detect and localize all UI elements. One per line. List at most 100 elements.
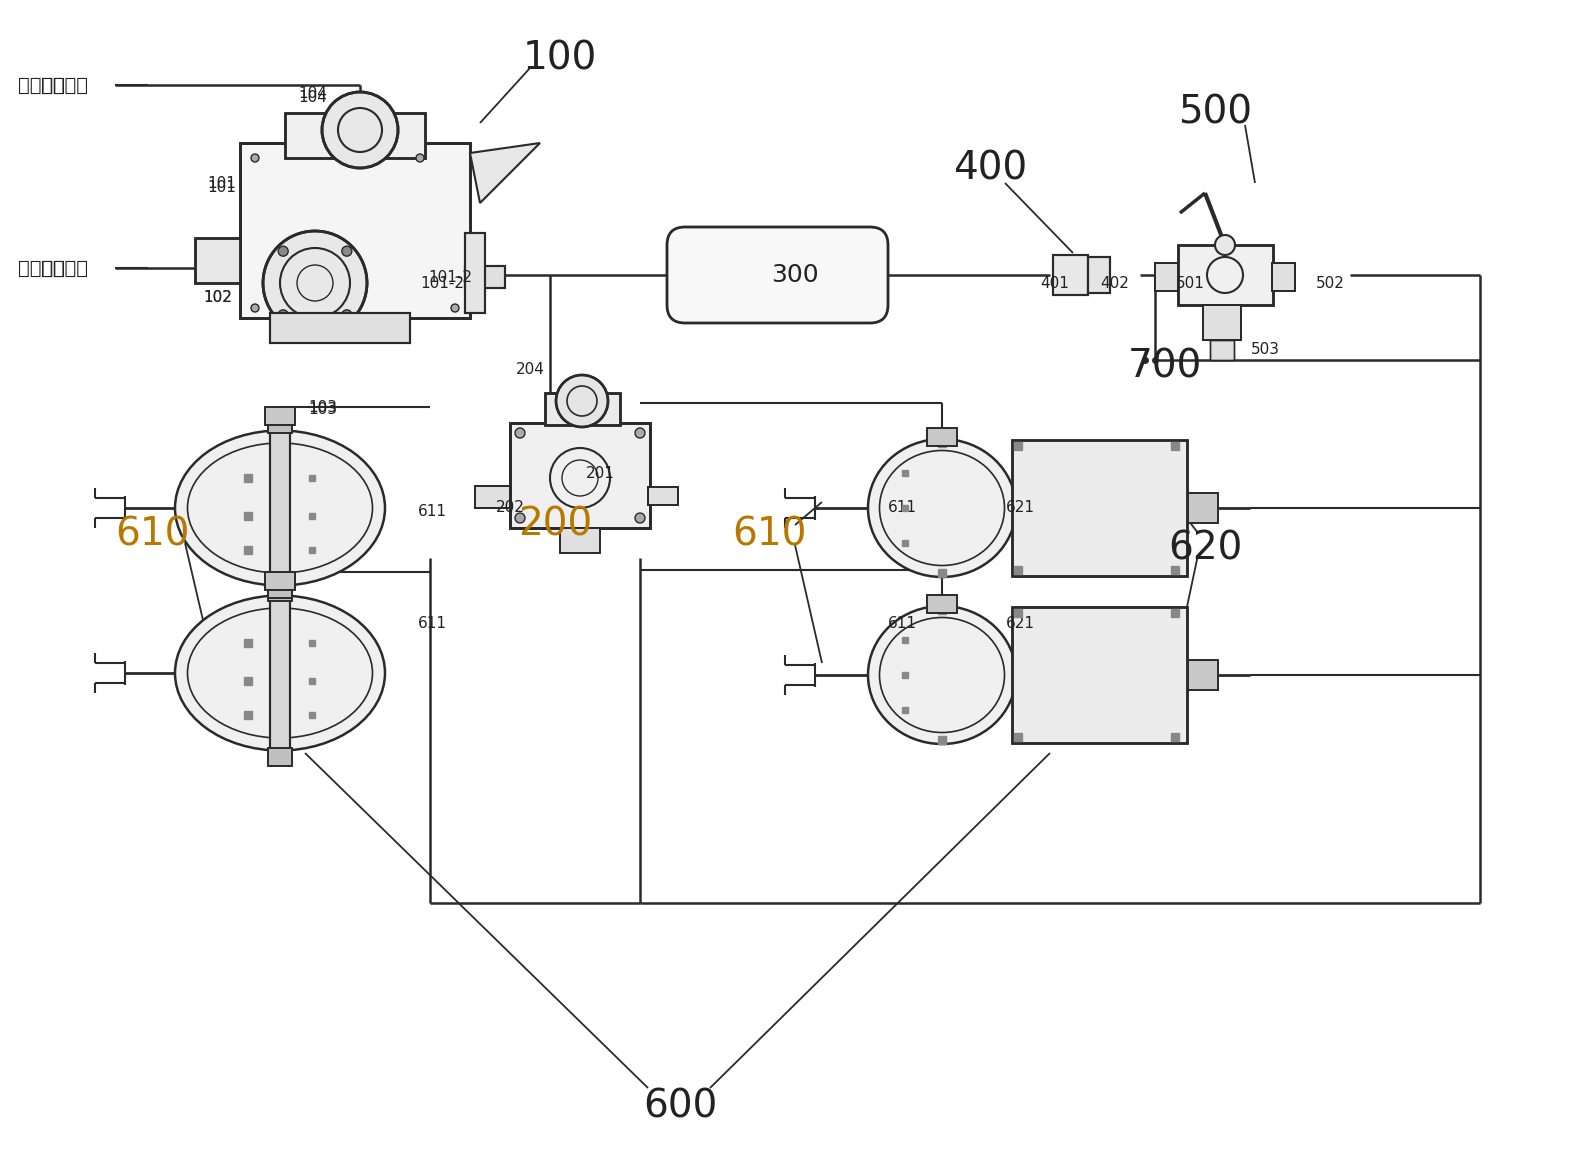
- Bar: [927, 595, 957, 613]
- Text: 104: 104: [298, 90, 328, 106]
- Text: 700: 700: [1128, 348, 1203, 386]
- Bar: [241, 143, 470, 318]
- Bar: [475, 487, 510, 508]
- Bar: [268, 580, 292, 598]
- Bar: [269, 423, 290, 593]
- Bar: [268, 580, 292, 598]
- Bar: [1177, 244, 1273, 306]
- Bar: [1211, 340, 1235, 360]
- Text: 101-2: 101-2: [429, 270, 472, 285]
- Text: 300: 300: [771, 263, 819, 287]
- Text: 103: 103: [309, 400, 338, 415]
- Text: 611: 611: [417, 505, 446, 520]
- Circle shape: [342, 310, 352, 319]
- Text: 620: 620: [1168, 529, 1243, 567]
- Circle shape: [263, 231, 366, 336]
- Bar: [1188, 660, 1219, 689]
- Bar: [1088, 257, 1110, 293]
- Bar: [465, 266, 505, 288]
- Circle shape: [252, 155, 260, 163]
- Ellipse shape: [868, 606, 1016, 744]
- Text: 401: 401: [1040, 276, 1069, 291]
- Ellipse shape: [175, 430, 386, 586]
- Text: 100: 100: [523, 39, 597, 77]
- Text: 供气管路: 供气管路: [18, 258, 65, 278]
- FancyBboxPatch shape: [667, 227, 887, 323]
- Text: 400: 400: [953, 149, 1027, 187]
- Text: 102: 102: [204, 291, 233, 306]
- Text: 102: 102: [204, 291, 233, 306]
- Text: 103: 103: [309, 402, 338, 417]
- Bar: [269, 423, 290, 593]
- Bar: [1271, 263, 1295, 291]
- Bar: [269, 312, 409, 342]
- Bar: [545, 393, 620, 425]
- Circle shape: [416, 155, 424, 163]
- Text: 611: 611: [887, 500, 916, 515]
- Bar: [1203, 306, 1241, 340]
- Bar: [561, 528, 601, 553]
- Circle shape: [451, 304, 459, 312]
- Bar: [561, 528, 601, 553]
- Text: 500: 500: [1177, 95, 1252, 131]
- Bar: [1155, 263, 1177, 291]
- Text: 610: 610: [733, 517, 808, 553]
- Text: 控制管路: 控制管路: [41, 75, 89, 95]
- Bar: [285, 113, 425, 158]
- Text: 204: 204: [516, 362, 545, 377]
- Bar: [268, 415, 292, 434]
- Bar: [1271, 263, 1295, 291]
- Bar: [1012, 440, 1187, 576]
- Text: 202: 202: [495, 500, 524, 515]
- Bar: [1012, 606, 1187, 743]
- Text: 600: 600: [644, 1088, 717, 1126]
- Ellipse shape: [868, 439, 1016, 576]
- Bar: [545, 393, 620, 425]
- Bar: [927, 595, 957, 613]
- Text: 611: 611: [887, 616, 916, 631]
- Text: 502: 502: [1316, 276, 1344, 291]
- Bar: [1188, 660, 1219, 689]
- Circle shape: [556, 375, 609, 427]
- Text: 101: 101: [207, 181, 236, 196]
- Bar: [269, 588, 290, 758]
- Bar: [927, 428, 957, 446]
- Bar: [1012, 440, 1187, 576]
- Bar: [1188, 493, 1219, 523]
- Bar: [264, 407, 295, 425]
- Bar: [269, 588, 290, 758]
- Bar: [264, 572, 295, 590]
- Bar: [268, 415, 292, 434]
- Bar: [268, 583, 292, 601]
- Polygon shape: [470, 143, 540, 203]
- Bar: [1211, 340, 1235, 360]
- Bar: [1012, 606, 1187, 743]
- Text: 503: 503: [1251, 342, 1279, 357]
- Bar: [465, 233, 484, 312]
- Text: 104: 104: [298, 85, 328, 100]
- Bar: [475, 487, 510, 508]
- Text: 供气管路: 供气管路: [41, 258, 89, 278]
- Circle shape: [1215, 235, 1235, 255]
- Bar: [1053, 255, 1088, 295]
- Circle shape: [636, 513, 645, 523]
- Bar: [194, 238, 241, 282]
- Bar: [269, 312, 409, 342]
- Bar: [241, 143, 470, 318]
- Bar: [1053, 255, 1088, 295]
- Text: 402: 402: [1101, 276, 1129, 291]
- Bar: [648, 487, 679, 505]
- Bar: [264, 572, 295, 590]
- Circle shape: [515, 428, 526, 438]
- Text: 控制管路: 控制管路: [18, 75, 65, 95]
- Bar: [510, 423, 650, 528]
- Bar: [285, 113, 425, 158]
- Bar: [648, 487, 679, 505]
- Bar: [465, 266, 505, 288]
- Circle shape: [279, 310, 288, 319]
- Circle shape: [279, 247, 288, 256]
- Bar: [1188, 493, 1219, 523]
- Text: 621: 621: [1005, 616, 1034, 631]
- Bar: [268, 748, 292, 766]
- Text: 101: 101: [207, 175, 236, 190]
